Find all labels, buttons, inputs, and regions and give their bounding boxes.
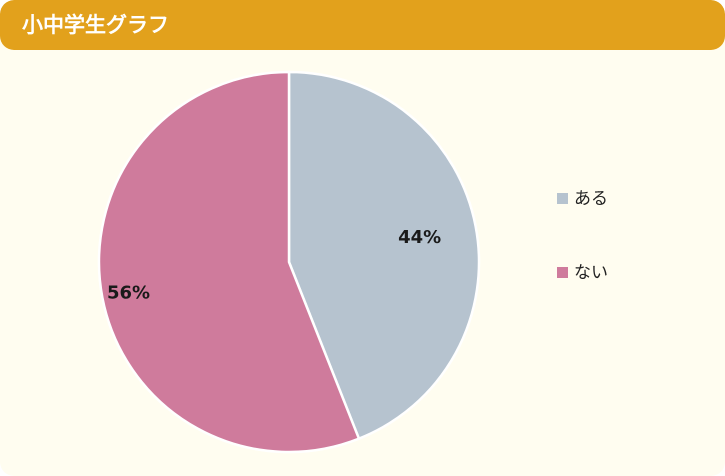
slice-label-2: 56% — [107, 283, 150, 304]
legend-swatch-1 — [557, 193, 568, 204]
pie-labels: 44% 56% — [107, 227, 441, 304]
legend-label-2: ない — [574, 263, 608, 283]
legend-swatch-2 — [557, 267, 568, 278]
pie-slice-2 — [97, 70, 361, 454]
pie-slice-1 — [287, 70, 481, 440]
pie-slices — [97, 70, 481, 454]
slice-label-1: 44% — [398, 227, 441, 248]
legend-label-1: ある — [574, 189, 608, 209]
header-bar: 小中学生グラフ — [0, 0, 725, 50]
page-title: 小中学生グラフ — [22, 13, 169, 37]
